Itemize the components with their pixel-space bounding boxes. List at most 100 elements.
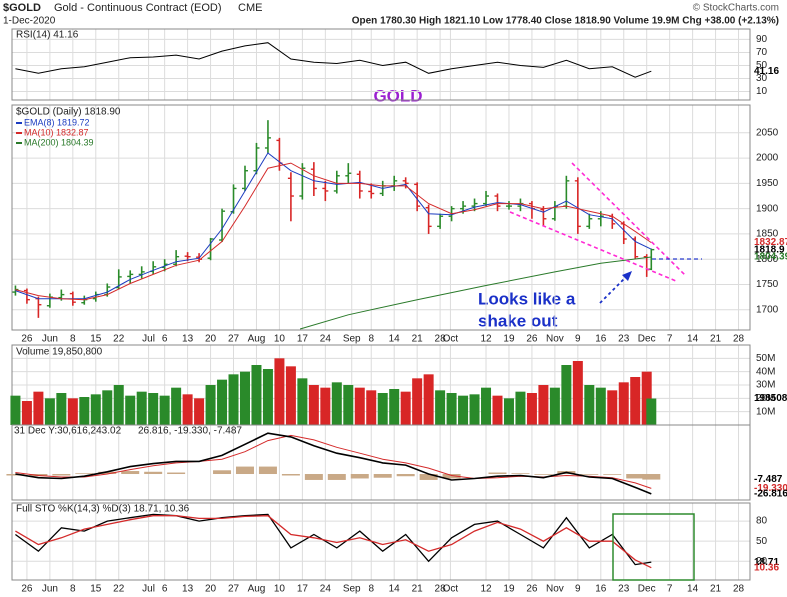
x-tick-label: Dec	[638, 584, 656, 595]
histogram-bar	[511, 473, 530, 475]
volume-bar	[561, 365, 572, 425]
x-tick-label: Sep	[343, 584, 361, 595]
date: 1-Dec-2020	[3, 16, 56, 27]
highlight-box	[612, 513, 695, 581]
panel-label: Volume 19,850,800	[16, 347, 103, 358]
volume-bar	[79, 397, 90, 425]
volume-bar	[646, 398, 657, 425]
panel-label: Full STO %K(14,3) %D(3) 18.71, 10.36	[16, 504, 190, 515]
volume-bar	[446, 393, 457, 425]
volume-bar	[492, 395, 503, 425]
histogram-bar	[304, 474, 323, 480]
volume-bar	[217, 379, 228, 425]
x-tick-label: 26	[21, 334, 33, 345]
histogram-bar	[642, 474, 661, 480]
exchange: CME	[238, 2, 262, 14]
panel-label: 26.816, -19.330, -7.487	[138, 426, 242, 437]
volume-bar	[297, 378, 308, 425]
volume-bar	[102, 390, 113, 425]
volume-bar	[630, 377, 641, 425]
histogram-bar	[52, 474, 71, 476]
y-tick-label: 50	[756, 536, 768, 547]
overlay-line	[15, 152, 652, 300]
volume-bar	[90, 394, 101, 425]
volume-bar	[10, 395, 21, 425]
histogram-bar	[396, 474, 415, 477]
x-tick-label: 12	[480, 334, 492, 345]
volume-bar	[515, 391, 526, 425]
macd-line	[15, 432, 652, 495]
x-tick-label: 8	[70, 334, 76, 345]
y-tick-label: 70	[756, 47, 768, 58]
x-tick-label: 24	[320, 584, 332, 595]
histogram-bar	[350, 474, 369, 479]
x-tick-label: 26	[526, 584, 538, 595]
x-tick-label: 14	[687, 584, 699, 595]
panel-label: RSI(14) 41.16	[16, 30, 79, 41]
sto-line	[15, 513, 652, 566]
histogram-bar	[213, 470, 232, 475]
x-tick-label: Nov	[546, 584, 564, 595]
x-tick-label: 24	[320, 334, 332, 345]
y-tick-label: 30	[756, 73, 768, 84]
x-tick-label: 20	[205, 334, 217, 345]
legend-entry: EMA(8) 1819.72	[24, 117, 90, 127]
volume-bar	[618, 382, 629, 425]
end-value-label: 19850800	[754, 393, 787, 404]
volume-bar	[159, 395, 170, 425]
volume-bar	[262, 369, 273, 425]
volume-bar	[136, 391, 147, 425]
x-tick-label: 8	[368, 584, 374, 595]
panel-frame	[11, 502, 751, 581]
volume-bar	[343, 385, 354, 425]
x-tick-label: 27	[228, 334, 240, 345]
volume-bar	[412, 378, 423, 425]
annotation-note: shake out	[478, 311, 558, 330]
volume-bar	[44, 398, 55, 425]
volume-bar	[148, 393, 159, 425]
volume-bar	[239, 371, 250, 425]
x-tick-label: 19	[503, 334, 515, 345]
y-tick-label: 1900	[756, 203, 779, 214]
x-tick-label: 9	[575, 584, 581, 595]
x-tick-label: 15	[90, 334, 102, 345]
histogram-bar	[626, 474, 645, 479]
volume-bar	[171, 387, 182, 425]
histogram-bar	[603, 474, 622, 475]
histogram-bar	[327, 474, 346, 480]
x-tick-label: 23	[618, 334, 630, 345]
panel-frame	[11, 424, 751, 501]
arrow-head	[622, 271, 632, 281]
x-tick-label: 15	[90, 584, 102, 595]
overlay-line	[299, 256, 652, 330]
volume-bar	[228, 374, 239, 425]
legend-entry: MA(200) 1804.39	[24, 137, 94, 147]
histogram-bar	[98, 471, 117, 475]
x-tick-label: 21	[412, 584, 424, 595]
overlay-line	[15, 162, 652, 301]
x-tick-label: 8	[70, 584, 76, 595]
x-tick-label: 17	[297, 584, 309, 595]
volume-bar	[595, 387, 606, 425]
volume-bar	[526, 393, 537, 425]
x-tick-label: 26	[21, 584, 33, 595]
legend-entry: MA(10) 1832.87	[24, 127, 89, 137]
y-tick-label: 80	[756, 516, 768, 527]
x-tick-label: Jul	[142, 584, 155, 595]
x-tick-label: 20	[205, 584, 217, 595]
x-tick-label: 16	[595, 334, 607, 345]
volume-bar	[423, 374, 434, 425]
volume-bar	[125, 395, 136, 425]
x-tick-label: Jun	[42, 584, 58, 595]
end-value-label: 10.36	[754, 562, 779, 573]
y-tick-label: 2050	[756, 127, 779, 138]
volume-bar	[205, 385, 216, 425]
x-tick-label: 23	[618, 584, 630, 595]
y-tick-label: 1850	[756, 229, 779, 240]
end-value-label: 18.71	[754, 557, 779, 568]
tooltip: 31 Dec Y:30,616,243.02	[14, 426, 122, 437]
volume-bar	[194, 398, 205, 425]
y-tick-label: 50	[756, 60, 768, 71]
